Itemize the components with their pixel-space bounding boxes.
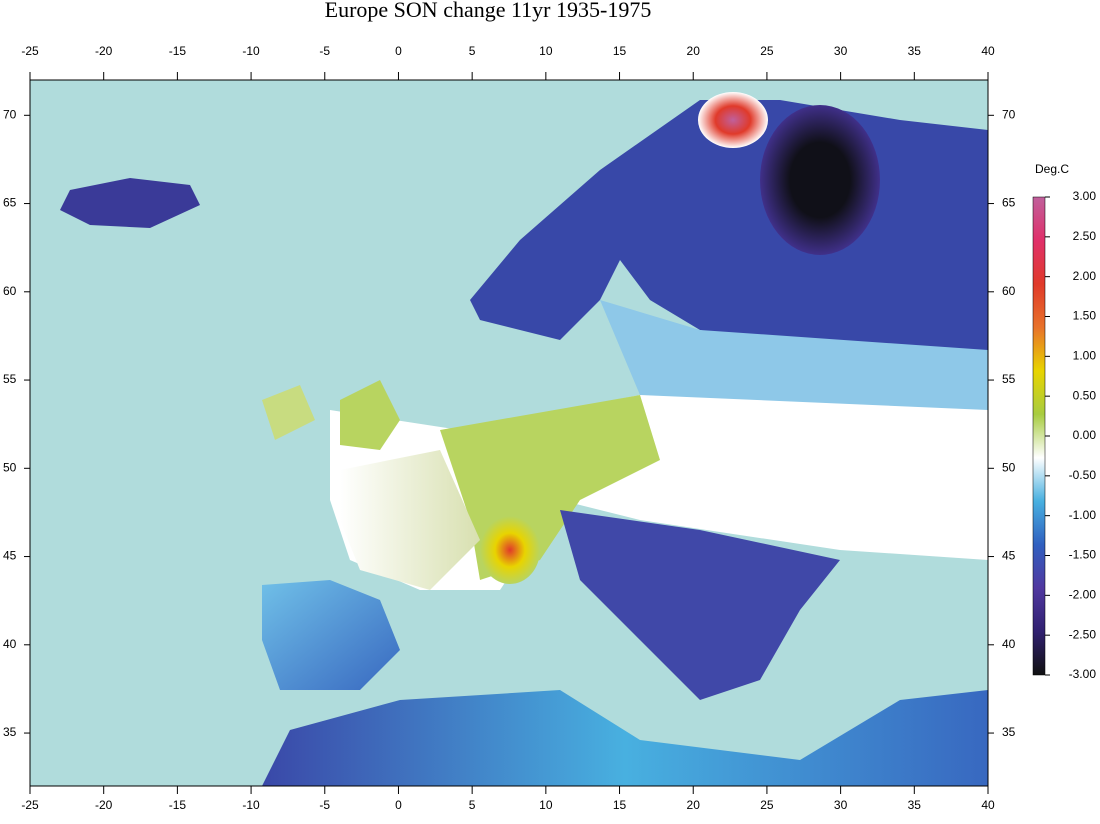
colorbar-tick-label: 3.00 — [1073, 189, 1097, 203]
x-tick-label: 10 — [539, 798, 553, 812]
colorbar-tick-label: 0.50 — [1073, 388, 1097, 402]
y-tick-label: 60 — [3, 284, 17, 298]
y-tick-label: 55 — [1002, 372, 1016, 386]
map-frame — [29, 79, 989, 787]
y-tick-label: 45 — [3, 549, 17, 563]
y-tick-label: 50 — [1002, 460, 1016, 474]
colorbar-tick-label: 1.50 — [1073, 309, 1097, 323]
x-tick-label: 40 — [981, 798, 995, 812]
x-tick-label: -25 — [21, 44, 39, 58]
warm-anomaly-north — [698, 92, 768, 148]
map-area — [29, 79, 989, 787]
colorbar-tick-label: 0.00 — [1073, 428, 1097, 442]
y-tick-label: 60 — [1002, 284, 1016, 298]
x-tick-label: 15 — [613, 798, 627, 812]
x-tick-label: 35 — [908, 44, 922, 58]
x-tick-label: 0 — [395, 798, 402, 812]
y-tick-label: 40 — [1002, 637, 1016, 651]
y-tick-label: 70 — [3, 107, 17, 121]
ireland — [262, 385, 315, 440]
x-tick-label: -5 — [319, 44, 330, 58]
colorbar-tick-label: -3.00 — [1069, 667, 1097, 681]
warm-anomaly-alps — [480, 516, 540, 584]
x-tick-label: 0 — [395, 44, 402, 58]
x-tick-label: -20 — [95, 798, 113, 812]
balkans-italy — [560, 510, 840, 700]
iberia — [262, 580, 400, 690]
colorbar-tick-label: -1.50 — [1069, 548, 1097, 562]
map-title: Europe SON change 11yr 1935-1975 — [325, 0, 652, 22]
britain — [340, 380, 400, 450]
x-tick-label: -10 — [242, 798, 260, 812]
x-tick-label: 20 — [687, 798, 701, 812]
x-tick-label: 40 — [981, 44, 995, 58]
x-tick-label: 5 — [469, 798, 476, 812]
y-tick-label: 55 — [3, 372, 17, 386]
y-tick-label: 35 — [3, 725, 17, 739]
iceland — [60, 178, 200, 228]
x-tick-label: 35 — [908, 798, 922, 812]
colorbar-tick-label: 2.50 — [1073, 229, 1097, 243]
colorbar-tick-label: -0.50 — [1069, 468, 1097, 482]
x-tick-label: 25 — [760, 798, 774, 812]
x-tick-label: -15 — [169, 798, 187, 812]
colorbar-label: Deg.C — [1035, 162, 1069, 176]
y-tick-label: 65 — [1002, 196, 1016, 210]
colorbar-tick-label: 2.00 — [1073, 269, 1097, 283]
france — [340, 450, 480, 590]
x-tick-label: 15 — [613, 44, 627, 58]
x-tick-label: 25 — [760, 44, 774, 58]
colorbar — [1032, 196, 1046, 676]
y-tick-label: 65 — [3, 196, 17, 210]
colorbar-tick-label: 1.00 — [1073, 349, 1097, 363]
x-tick-label: -5 — [319, 798, 330, 812]
baltic-band — [600, 300, 988, 420]
x-tick-label: 30 — [834, 44, 848, 58]
north-africa — [262, 690, 988, 786]
y-tick-label: 50 — [3, 460, 17, 474]
y-tick-label: 40 — [3, 637, 17, 651]
x-tick-label: -20 — [95, 44, 113, 58]
colorbar-tick-label: -2.50 — [1069, 627, 1097, 641]
x-tick-label: 30 — [834, 798, 848, 812]
cold-anomaly — [760, 105, 880, 255]
y-tick-label: 70 — [1002, 107, 1016, 121]
x-tick-label: 10 — [539, 44, 553, 58]
x-tick-label: -10 — [242, 44, 260, 58]
colorbar-tick-label: -1.00 — [1069, 508, 1097, 522]
x-tick-label: 20 — [687, 44, 701, 58]
y-tick-label: 35 — [1002, 725, 1016, 739]
x-tick-label: -25 — [21, 798, 39, 812]
x-tick-label: -15 — [169, 44, 187, 58]
y-tick-label: 45 — [1002, 549, 1016, 563]
x-tick-label: 5 — [469, 44, 476, 58]
colorbar-tick-label: -2.00 — [1069, 588, 1097, 602]
